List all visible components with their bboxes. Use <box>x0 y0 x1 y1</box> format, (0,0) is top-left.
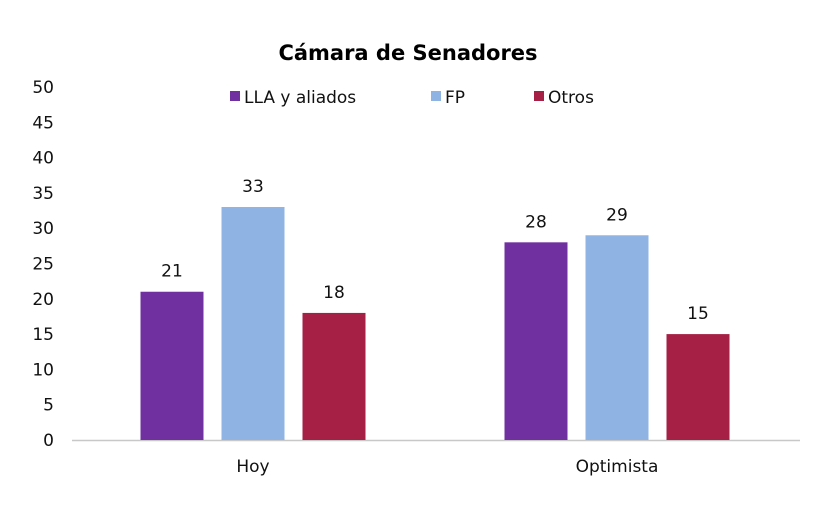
bar-fp-optimista <box>585 235 649 440</box>
bar-otros-hoy <box>302 312 366 440</box>
bar-fp-hoy <box>221 207 285 440</box>
legend-swatch <box>534 91 544 101</box>
legend-item: FP <box>431 88 465 108</box>
data-label: 29 <box>606 205 628 225</box>
y-axis: 0 5 10 15 20 25 30 35 40 45 50 <box>32 78 54 451</box>
legend-item: LLA y aliados <box>230 88 356 108</box>
y-tick-label: 40 <box>32 149 54 169</box>
x-axis: Hoy Optimista <box>236 457 658 477</box>
y-tick-label: 15 <box>32 325 54 345</box>
legend-label: LLA y aliados <box>244 88 356 108</box>
x-tick-label: Hoy <box>236 457 269 477</box>
legend-label: Otros <box>548 88 594 108</box>
bar-otros-optimista <box>666 334 730 440</box>
data-label: 21 <box>161 262 183 282</box>
data-label: 28 <box>525 212 547 232</box>
y-tick-label: 30 <box>32 219 54 239</box>
bars: 21 33 18 28 29 15 <box>140 177 730 440</box>
bar-lla-y-aliados-hoy <box>140 291 204 440</box>
legend: LLA y aliados FP Otros <box>230 88 594 108</box>
y-tick-label: 50 <box>32 78 54 98</box>
y-tick-label: 25 <box>32 255 54 275</box>
y-tick-label: 10 <box>32 360 54 380</box>
data-label: 33 <box>242 177 264 197</box>
chart-title: Cámara de Senadores <box>278 41 537 65</box>
y-tick-label: 35 <box>32 184 54 204</box>
y-tick-label: 5 <box>43 396 54 416</box>
legend-swatch <box>431 91 441 101</box>
bar-lla-y-aliados-optimista <box>504 242 568 440</box>
legend-swatch <box>230 91 240 101</box>
legend-label: FP <box>445 88 465 108</box>
data-label: 18 <box>323 283 345 303</box>
x-tick-label: Optimista <box>576 457 659 477</box>
y-tick-label: 0 <box>43 431 54 451</box>
y-tick-label: 45 <box>32 113 54 133</box>
data-label: 15 <box>687 304 709 324</box>
legend-item: Otros <box>534 88 594 108</box>
y-tick-label: 20 <box>32 290 54 310</box>
